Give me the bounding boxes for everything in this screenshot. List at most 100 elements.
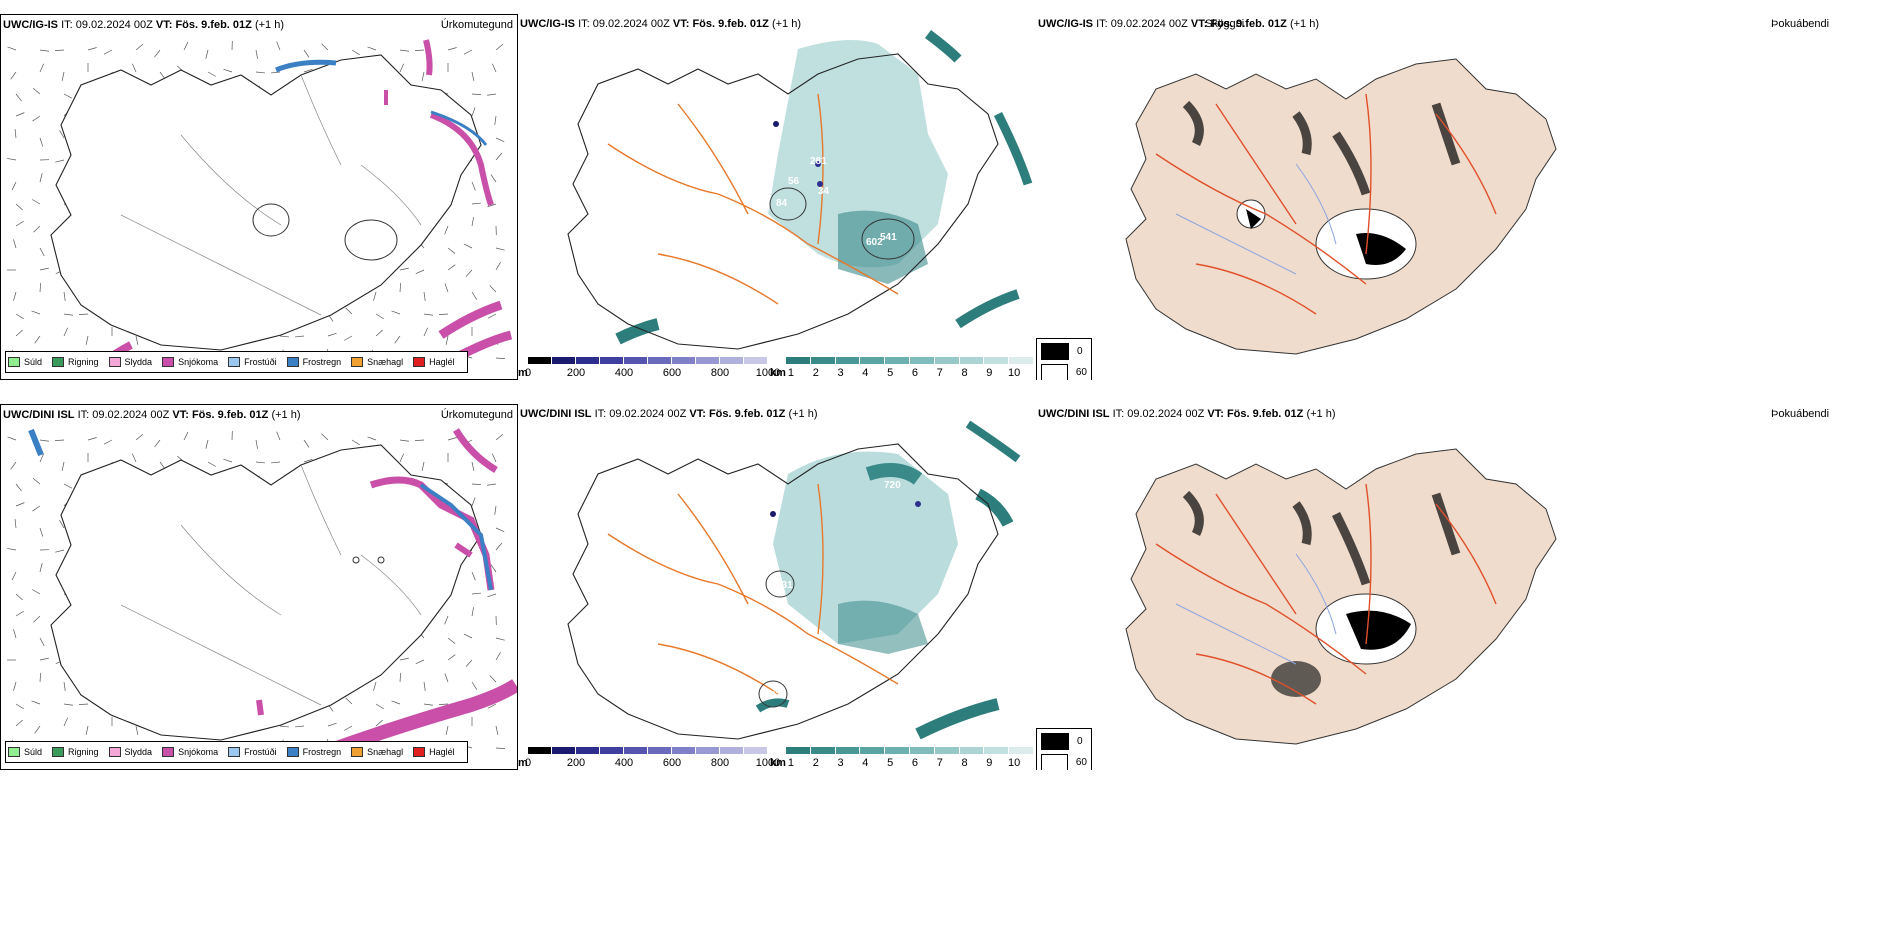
wind-barb: [375, 703, 384, 710]
wind-barb: [223, 68, 233, 73]
wind-barb: [15, 502, 25, 507]
cloud-height-label: 56: [788, 176, 800, 187]
wind-barb: [399, 439, 409, 442]
wind-barb: [63, 681, 66, 691]
colorbar-segment: [984, 747, 1010, 754]
wind-barb: [375, 719, 383, 727]
height-colorbar: m 0 200 400 600 800 1000: [518, 357, 780, 380]
wind-barb: [13, 681, 17, 691]
legend-swatch: [286, 357, 299, 367]
wind-barb: [223, 458, 233, 463]
wind-barb: [85, 725, 89, 735]
panel-header: UWC/DINI ISL IT: 09.02.2024 00Z VT: Fös.…: [3, 409, 301, 421]
vis-tick: 5: [887, 757, 894, 769]
legend-item: Snjókoma: [162, 747, 218, 757]
wind-barb: [7, 548, 17, 551]
wind-barb: [447, 654, 456, 661]
wind-barb: [39, 657, 49, 661]
wind-barb: [345, 307, 353, 315]
colorbar-segment: [744, 747, 768, 754]
legend-swatch: [108, 747, 121, 757]
wind-barb: [471, 202, 481, 205]
wind-barb: [87, 437, 97, 441]
wind-barb: [414, 49, 425, 51]
colorbar-segment: [528, 357, 552, 364]
wind-barb: [495, 433, 504, 441]
wind-barb: [32, 87, 41, 95]
vis-tick: 8: [961, 367, 968, 379]
vis-tick: 7: [936, 367, 943, 379]
wind-barb: [471, 497, 476, 507]
wind-barb: [447, 637, 456, 644]
height-tick: 400: [614, 757, 634, 769]
fog-swatch: [1041, 342, 1069, 360]
wind-barb: [321, 433, 329, 441]
wind-barb: [54, 49, 65, 51]
wind-barb: [59, 520, 65, 529]
wind-barb: [391, 310, 401, 315]
wind-barb: [423, 291, 426, 301]
colorbar-segment: [835, 747, 861, 754]
wind-barb: [87, 47, 97, 51]
wind-barb: [15, 703, 24, 710]
wind-barb: [303, 458, 313, 463]
wind-barb: [32, 199, 41, 205]
wind-barb: [421, 71, 425, 81]
wind-barb: [391, 700, 401, 705]
wind-barb: [15, 203, 23, 211]
visibility-unit: km: [770, 757, 786, 769]
panel-header: UWC/DINI ISL IT: 09.02.2024 00Z VT: Fös.…: [1038, 408, 1336, 420]
panel-title-fog: Þokuábendi: [1771, 18, 1830, 30]
wind-barb: [55, 159, 65, 163]
colorbar-segment: [810, 357, 836, 364]
colorbar-segment: [744, 357, 768, 364]
wind-barb: [495, 137, 505, 142]
colorbar-segment: [810, 747, 836, 754]
wind-barb: [15, 593, 23, 601]
colorbar-segment: [576, 357, 600, 364]
wind-barb: [494, 505, 497, 515]
wind-barb: [445, 335, 449, 345]
wind-barb: [495, 43, 504, 51]
wind-barb: [15, 313, 24, 320]
precip-type-panel-row2: UWC/DINI ISL IT: 09.02.2024 00Z VT: Fös.…: [0, 404, 518, 770]
colorbar-segment: [786, 747, 811, 754]
wind-barb: [15, 719, 23, 727]
height-unit: m: [518, 757, 528, 769]
wind-barb: [276, 41, 281, 51]
wind-barb: [14, 519, 17, 529]
wind-barb: [276, 431, 281, 441]
wind-barb: [33, 615, 41, 623]
fog-swatch: [1041, 732, 1069, 750]
wind-barb: [279, 725, 289, 728]
wind-barb: [255, 439, 258, 449]
cloud-height-label: 541: [880, 232, 897, 243]
wind-barb: [489, 285, 497, 293]
colorbar-segment: [648, 747, 672, 754]
wind-barb: [495, 262, 501, 271]
wind-barb: [487, 93, 497, 96]
wind-barb: [447, 47, 457, 51]
wind-barb: [183, 431, 189, 441]
wind-barb: [495, 637, 505, 641]
height-tick: 1000: [755, 757, 781, 769]
visibility-panel-row1: UWC/IG-IS IT: 09.02.2024 00Z VT: Fös. 9.…: [518, 14, 1036, 380]
colorbar-segment: [672, 357, 696, 364]
wind-barb: [32, 505, 41, 512]
wind-barb: [394, 335, 401, 344]
wind-barb: [183, 41, 189, 51]
wind-barb: [13, 291, 17, 301]
wind-barb: [207, 71, 216, 77]
wind-barb: [423, 313, 433, 316]
vis-tick: 3: [837, 367, 844, 379]
wind-barb: [438, 703, 449, 705]
wind-barb: [471, 93, 482, 95]
wind-barb: [444, 283, 449, 293]
cloud-height-label: 281: [810, 156, 827, 167]
wind-barb: [423, 327, 428, 337]
visibility-unit: km: [770, 367, 786, 379]
wind-barb: [303, 49, 310, 58]
cloud-height-label: 602: [866, 237, 883, 248]
wind-barb: [447, 437, 457, 441]
legend-item: Súld: [8, 747, 42, 757]
